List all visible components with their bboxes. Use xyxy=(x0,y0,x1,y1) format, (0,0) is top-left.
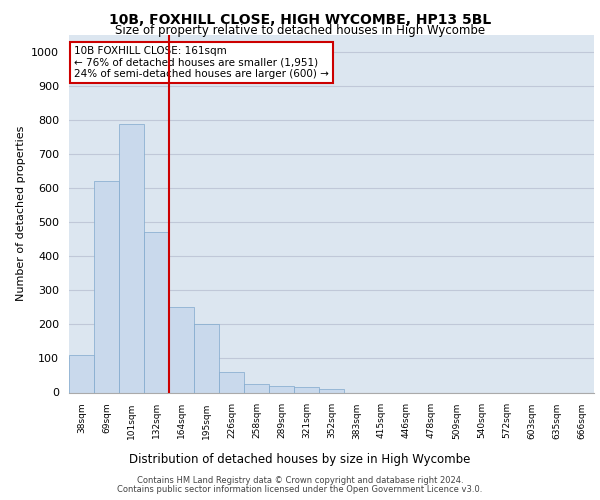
Text: Contains public sector information licensed under the Open Government Licence v3: Contains public sector information licen… xyxy=(118,485,482,494)
Text: Distribution of detached houses by size in High Wycombe: Distribution of detached houses by size … xyxy=(130,453,470,466)
Y-axis label: Number of detached properties: Number of detached properties xyxy=(16,126,26,302)
Bar xyxy=(119,124,144,392)
Text: 10B FOXHILL CLOSE: 161sqm
← 76% of detached houses are smaller (1,951)
24% of se: 10B FOXHILL CLOSE: 161sqm ← 76% of detac… xyxy=(74,46,329,79)
Bar xyxy=(169,308,194,392)
Bar xyxy=(244,384,269,392)
Bar xyxy=(219,372,244,392)
Bar xyxy=(294,388,319,392)
Text: Size of property relative to detached houses in High Wycombe: Size of property relative to detached ho… xyxy=(115,24,485,37)
Text: Contains HM Land Registry data © Crown copyright and database right 2024.: Contains HM Land Registry data © Crown c… xyxy=(137,476,463,485)
Bar xyxy=(319,389,344,392)
Bar xyxy=(194,324,219,392)
Bar xyxy=(94,182,119,392)
Bar xyxy=(269,386,294,392)
Text: 10B, FOXHILL CLOSE, HIGH WYCOMBE, HP13 5BL: 10B, FOXHILL CLOSE, HIGH WYCOMBE, HP13 5… xyxy=(109,12,491,26)
Bar xyxy=(69,355,94,393)
Bar xyxy=(144,232,169,392)
